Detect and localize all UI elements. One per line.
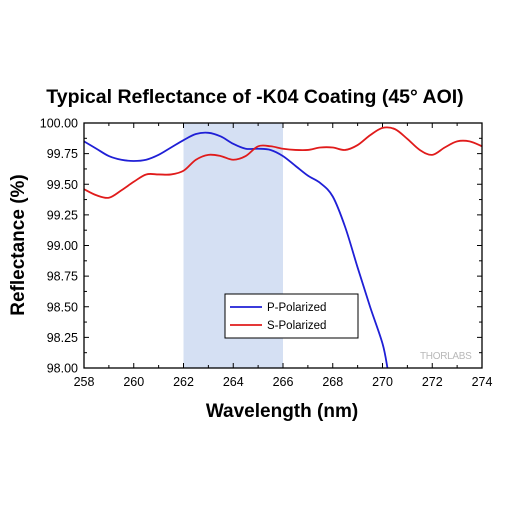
x-tick-label: 264: [223, 375, 244, 389]
plot-frame: [83, 122, 483, 369]
y-tick-labels: 98.00 98.25 98.50 98.75 99.00 99.25 99.50 99.75…: [40, 117, 78, 376]
x-tick-label: 262: [173, 375, 194, 389]
watermark-logo: THORLABS: [420, 351, 472, 362]
y-tick-label: 98.00: [47, 362, 78, 376]
x-tick-label: 274: [472, 375, 493, 389]
y-tick-label: 99.75: [47, 147, 78, 161]
y-tick-label: 99.25: [47, 208, 78, 222]
series-lines: [84, 126, 482, 368]
y-tick-label: 98.25: [47, 331, 78, 345]
series-line-s-polarized: [84, 126, 482, 199]
x-tick-labels: 258 260 262 264 266 268 270 272 274: [74, 375, 493, 389]
y-tick-label: 99.00: [47, 239, 78, 253]
x-tick-label: 268: [322, 375, 343, 389]
y-tick-label: 98.75: [47, 270, 78, 284]
y-tick-label: 98.50: [47, 300, 78, 314]
legend-label-s-polarized: S-Polarized: [267, 320, 326, 332]
y-tick-label: 99.50: [47, 178, 78, 192]
x-tick-label: 258: [74, 375, 95, 389]
series-line-p-polarized: [84, 131, 389, 368]
y-tick-label: 100.00: [40, 117, 78, 131]
chart-title: Typical Reflectance of -K04 Coating (45°…: [46, 86, 464, 108]
legend-box: [224, 293, 359, 339]
x-tick-label: 270: [372, 375, 393, 389]
x-tick-label: 266: [273, 375, 294, 389]
legend: P-Polarized S-Polarized: [224, 293, 359, 339]
legend-label-p-polarized: P-Polarized: [267, 302, 326, 314]
x-tick-label: 260: [123, 375, 144, 389]
x-axis-title: Wavelength (nm): [206, 401, 358, 422]
x-tick-label: 272: [422, 375, 443, 389]
y-axis-title: Reflectance (%): [8, 174, 29, 316]
